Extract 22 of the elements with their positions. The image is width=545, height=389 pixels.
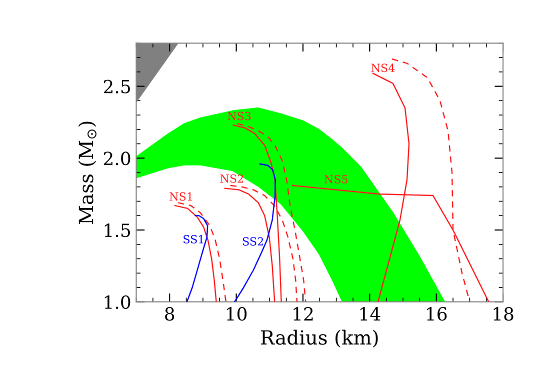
series-label: NS4	[371, 64, 395, 72]
y-tick-label: 2.5	[104, 80, 130, 94]
y-tick-label: 1.0	[104, 295, 130, 309]
x-tick-label: 10	[227, 307, 247, 321]
series-label: NS1	[170, 192, 192, 201]
x-tick-label: 12	[294, 307, 313, 320]
series-label: SS2	[242, 237, 264, 246]
line-series	[177, 202, 227, 302]
x-tick-label: 16	[427, 307, 447, 321]
y-tick-label: 2.0	[104, 152, 130, 166]
line-series	[174, 204, 217, 302]
y-axis-title: Mass (M$_{⊙}$)	[78, 122, 96, 224]
line-series	[224, 188, 276, 302]
x-tick-label: 14	[360, 307, 380, 320]
series-label: SS1	[184, 235, 204, 244]
series-label: NS3	[228, 112, 251, 120]
x-axis-title: Radius (km)	[261, 330, 378, 348]
x-tick-label: 18	[494, 307, 514, 321]
y-tick-label: 1.5	[104, 223, 130, 238]
x-tick-label: 8	[165, 307, 174, 321]
series-label: NS2	[220, 174, 244, 183]
series-label: NS5	[324, 175, 348, 184]
